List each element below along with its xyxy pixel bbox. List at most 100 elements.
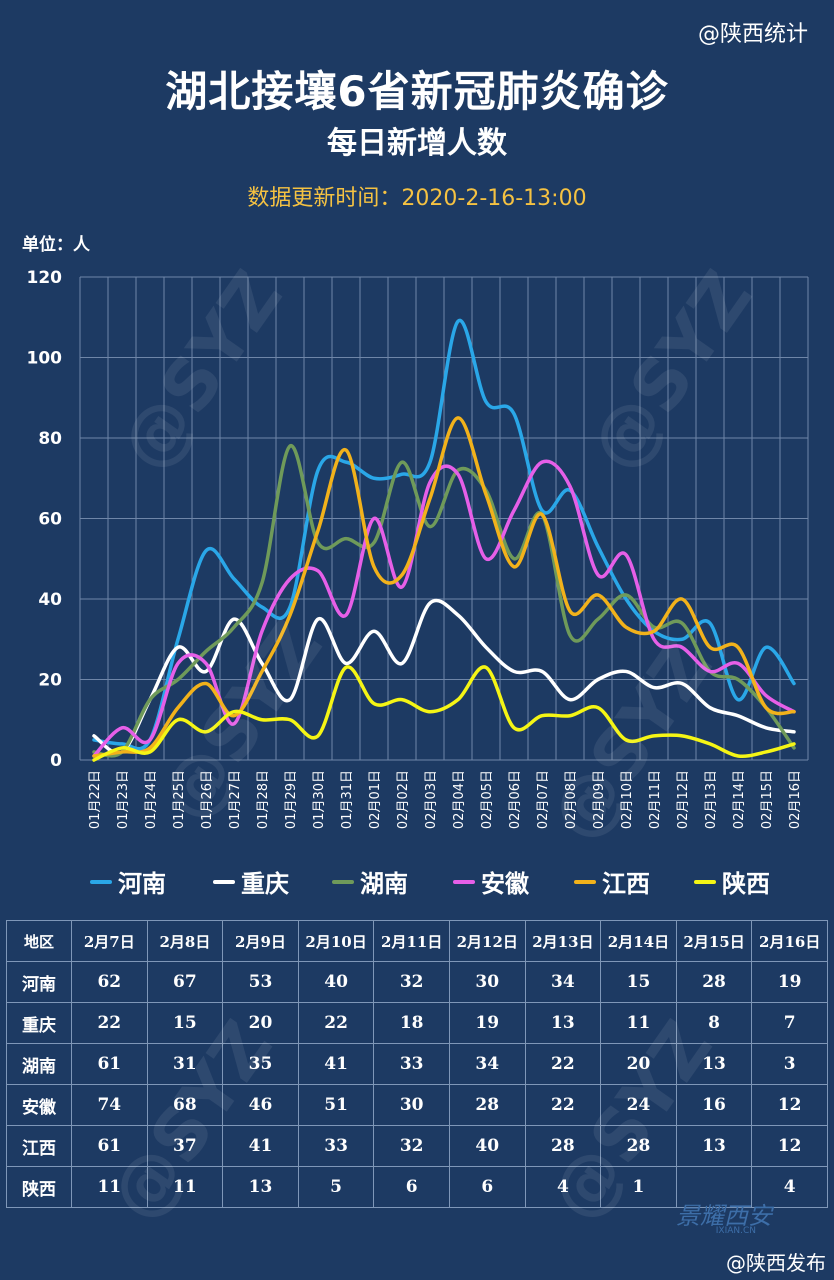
unit-label: 单位：人 [22,235,90,255]
table-column-header: 2月7日 [71,920,148,962]
table-column-header: 2月11日 [373,920,450,962]
x-tick-label: 02月07日 [536,770,551,829]
table-cell: 37 [146,1125,224,1167]
x-tick-label: 01月30日 [312,770,327,829]
table-cell: 22 [524,1084,602,1126]
table-cell: 22 [297,1002,375,1044]
legend-swatch [574,879,596,884]
table-cell: 34 [448,1043,526,1085]
chart-grid [79,276,809,761]
legend-label: 陕西 [722,870,770,898]
x-tick-label: 02月03日 [424,770,439,829]
line-chart: 0 20 40 60 80 100 120 01月22日 01月23日 01月24日 01月25日… [27,268,809,829]
x-tick-label: 01月26日 [200,770,215,829]
y-tick-label: 100 [27,349,63,369]
table-cell: 28 [600,1125,677,1167]
series-lines [92,318,796,762]
table-column-header: 2月15日 [675,920,753,962]
table-row-header: 陕西 [6,1166,72,1208]
table-cell: 61 [71,1125,148,1167]
table-cell: 11 [71,1166,148,1208]
chart-subtitle: 每日新增人数 [327,126,507,161]
table-row: 河南 62 67 53 40 32 30 34 15 28 19 [6,961,828,1003]
table-cell: 1 [600,1166,677,1208]
table-cell: 12 [751,1084,828,1126]
series-line-陕西 [92,665,796,762]
x-tick-label: 01月23日 [116,770,131,829]
table-cell: 34 [524,961,602,1003]
table-cell: 62 [71,961,148,1003]
chart-title: 湖北接壤6省新冠肺炎确诊 [165,67,669,116]
table-cell: 31 [146,1043,224,1085]
table-cell: 20 [222,1002,299,1044]
table-row: 安徽 74 68 46 51 30 28 22 24 16 12 [6,1084,828,1126]
table-cell: 22 [524,1043,602,1085]
x-tick-label: 02月15日 [760,770,775,829]
legend-swatch [90,879,112,884]
x-tick-label: 02月02日 [396,770,411,829]
table-cell: 20 [600,1043,677,1085]
x-tick-label: 01月27日 [228,770,243,829]
table-cell: 51 [297,1084,375,1126]
table-row-header: 江西 [6,1125,72,1167]
table-row: 湖南 61 31 35 41 33 34 22 20 13 3 [6,1043,828,1085]
footer-source: @陕西发布 [726,1251,826,1275]
table-cell: 46 [222,1084,299,1126]
x-tick-label: 02月14日 [732,770,747,829]
x-tick-label: 02月05日 [480,770,495,829]
table-cell: 11 [146,1166,224,1208]
series-line-河南 [92,318,796,751]
x-tick-label: 01月22日 [88,770,103,829]
table-cell: 13 [524,1002,602,1044]
x-tick-label: 01月29日 [284,770,299,829]
series-line-安徽 [92,459,796,758]
table-column-header: 2月10日 [297,920,375,962]
legend-item: 河南 [90,864,166,899]
table-cell: 3 [751,1043,828,1085]
series-line-湖南 [92,444,796,758]
table-cell: 13 [675,1043,753,1085]
table-cell: 28 [675,961,753,1003]
table-cell: 28 [524,1125,602,1167]
y-tick-label: 40 [38,590,62,610]
table-cell: 67 [146,961,224,1003]
legend-item: 安徽 [453,864,529,899]
legend-item: 陕西 [694,864,770,899]
table-column-header: 2月12日 [448,920,526,962]
x-tick-label: 01月25日 [172,770,187,829]
table-cell: 30 [373,1084,450,1126]
legend-label: 江西 [602,870,650,898]
chart-legend: 河南 重庆 湖南 安徽 江西 陕西 [0,864,834,898]
table-cell: 74 [71,1084,148,1126]
data-table: 地区 2月7日 2月8日 2月9日 2月10日 2月11日 2月12日 2月13日 2月14日… [6,920,828,1208]
table-cell: 13 [675,1125,753,1167]
x-tick-label: 01月31日 [340,770,355,829]
update-time: 数据更新时间：2020-2-16-13:00 [247,186,587,211]
table-cell: 40 [297,961,375,1003]
table-cell: 4 [524,1166,602,1208]
table-row: 重庆 22 15 20 22 18 19 13 11 8 7 [6,1002,828,1044]
x-tick-label: 02月11日 [648,770,663,829]
y-tick-label: 80 [38,429,62,449]
table-cell: 15 [146,1002,224,1044]
table-cell: 16 [675,1084,753,1126]
table-row-header: 湖南 [6,1043,72,1085]
table-cell: 61 [71,1043,148,1085]
table-cell: 13 [222,1166,299,1208]
brand-logo-text: 景耀西安 [676,1202,772,1230]
table-row-header: 安徽 [6,1084,72,1126]
table-cell: 6 [373,1166,450,1208]
table-row-header: 重庆 [6,1002,72,1044]
table-header-row: 地区 2月7日 2月8日 2月9日 2月10日 2月11日 2月12日 2月13日 2月14日… [6,920,828,962]
series-line-重庆 [92,598,796,755]
table-row: 陕西 11 11 13 5 6 6 4 1 4 [6,1166,828,1208]
table-cell: 19 [751,961,828,1003]
table-cell: 68 [146,1084,224,1126]
table-cell: 22 [71,1002,148,1044]
x-tick-label: 02月13日 [704,770,719,829]
legend-item: 重庆 [213,864,289,899]
table-cell: 4 [751,1166,828,1208]
table-cell: 41 [297,1043,375,1085]
brand-logo-subtext: IXIAN.CN [715,1226,756,1236]
table-column-header: 2月8日 [146,920,224,962]
